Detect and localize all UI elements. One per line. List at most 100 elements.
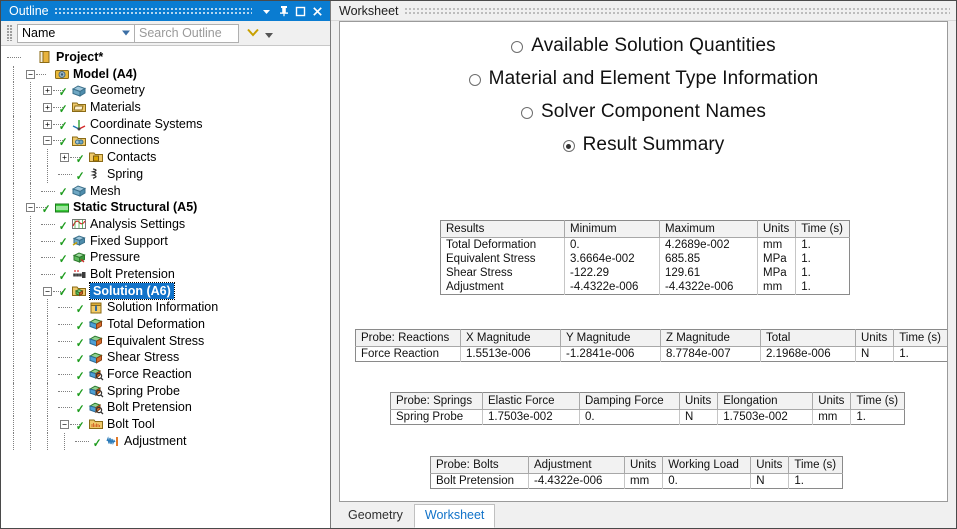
column-header: Adjustment <box>528 456 625 474</box>
tree-guide-line <box>30 99 31 116</box>
tree-item-materials[interactable]: + ✓ Materials <box>1 99 330 116</box>
table-cell: mm <box>812 409 852 425</box>
tree-guide-line <box>13 316 14 333</box>
menu-dropdown-icon[interactable] <box>258 3 275 20</box>
radio-option-material-and-element-type-information[interactable]: Material and Element Type Information <box>340 68 947 90</box>
tree-expander-spacer <box>58 349 75 366</box>
table-cell: MPa <box>757 266 797 280</box>
worksheet-title: Worksheet <box>339 3 399 18</box>
expand-icon[interactable]: + <box>43 103 52 113</box>
tree-guide-line <box>30 82 31 100</box>
tree-item-adjustment[interactable]: ✓ Adjustment <box>1 432 330 450</box>
coordinate-systems-icon <box>70 117 87 132</box>
pin-icon[interactable] <box>275 3 292 20</box>
tree-guide-line <box>64 432 65 450</box>
tree-item-project[interactable]: ✓ Project* <box>1 49 330 66</box>
table-header-row: Probe: Springs Elastic Force Damping Force… <box>390 392 905 410</box>
tree-expander-plus[interactable]: + <box>41 82 63 99</box>
tree-item-total-deformation[interactable]: ✓ Total Deformation <box>1 316 330 333</box>
tree-indent-guides <box>1 416 58 433</box>
column-header: Minimum <box>564 220 660 238</box>
toolbar-grip-icon[interactable] <box>7 25 13 41</box>
contacts-icon <box>87 150 104 165</box>
tree-item-spring[interactable]: ✓ Spring <box>1 165 330 183</box>
radio-unselected-icon[interactable] <box>511 41 524 53</box>
collapse-icon[interactable]: − <box>43 286 52 296</box>
radio-option-result-summary[interactable]: Result Summary <box>340 134 947 156</box>
tree-item-mesh[interactable]: ✓ Mesh <box>1 182 330 200</box>
tree-indent-guides <box>1 316 58 333</box>
collapse-icon[interactable]: − <box>26 203 35 213</box>
check-mark-icon: ✓ <box>58 85 68 100</box>
search-placeholder: Search Outline <box>139 26 222 40</box>
tree-indent-guides <box>1 199 24 216</box>
tree-item-solution-a6[interactable]: − ✓ Solution (A6) <box>1 281 330 301</box>
tree-item-bolt-tool[interactable]: − ✓ Bolt Tool <box>1 416 330 433</box>
tree-guide-line <box>30 399 31 417</box>
column-header: Units <box>750 456 790 474</box>
tree-item-model-a4[interactable]: −✓ Model (A4) <box>1 65 330 83</box>
tree-item-solution-information[interactable]: ✓ Solution Information <box>1 299 330 316</box>
materials-icon <box>70 100 87 115</box>
table-header-row: Probe: Reactions X Magnitude Y Magnitude Z … <box>355 329 947 347</box>
tree-item-analysis-settings[interactable]: ✓ Analysis Settings <box>1 215 330 233</box>
outline-title: Outline <box>9 4 49 18</box>
tree-item-fixed-support[interactable]: ✓ Fixed Support <box>1 232 330 250</box>
tree-item-pressure[interactable]: ✓ Pressure <box>1 249 330 266</box>
table-cell: 0. <box>564 237 660 252</box>
collapse-icon[interactable]: − <box>43 136 52 146</box>
tree-item-geometry[interactable]: + ✓ Geometry <box>1 82 330 100</box>
collapse-icon[interactable]: − <box>60 420 69 430</box>
column-header: Elastic Force <box>482 392 580 410</box>
tab-label: Geometry <box>348 508 403 522</box>
filter-field-select[interactable]: Name <box>17 23 135 43</box>
tree-expander-minus[interactable]: − <box>58 416 80 433</box>
tree-item-force-reaction[interactable]: ✓ Force Reaction <box>1 366 330 383</box>
chevron-down-small-icon[interactable] <box>265 33 273 38</box>
tree-expander-minus[interactable]: − <box>24 66 46 83</box>
tree-item-spring-probe[interactable]: ✓ Spring Probe <box>1 382 330 400</box>
radio-option-available-solution-quantities[interactable]: Available Solution Quantities <box>340 35 947 57</box>
worksheet-tabbar[interactable]: Geometry Worksheet <box>331 502 956 528</box>
tab-geometry[interactable]: Geometry <box>337 504 414 528</box>
tree-expander-plus[interactable]: + <box>41 99 63 116</box>
table-row: Force Reaction 1.5513e-006 -1.2841e-006 8.7… <box>355 346 947 362</box>
tree-item-bolt-pretension[interactable]: ✓ Bolt Pretension <box>1 265 330 283</box>
result-type-radio-group[interactable]: Available Solution Quantities Material an… <box>340 22 947 156</box>
tree-expander-minus[interactable]: − <box>41 132 63 149</box>
tree-expander-minus[interactable]: − <box>41 283 63 300</box>
tree-item-connections[interactable]: − ✓ Connections <box>1 132 330 150</box>
result-icon <box>87 317 104 332</box>
tree-expander-plus[interactable]: + <box>41 116 63 133</box>
expand-icon[interactable]: + <box>43 86 52 96</box>
table-row: Bolt Pretension -4.4322e-006 mm 0. N 1. <box>430 473 843 489</box>
tree-item-contacts[interactable]: + ✓ Contacts <box>1 149 330 166</box>
table-cell: 2.1968e-006 <box>760 346 856 362</box>
tree-item-static-structural-a5[interactable]: − ✓ Static Structural (A5) <box>1 199 330 216</box>
chevron-down-green-icon[interactable] <box>246 27 260 40</box>
search-input[interactable]: Search Outline <box>135 23 239 43</box>
tree-item-equivalent-stress[interactable]: ✓ Equivalent Stress <box>1 332 330 350</box>
tree-item-shear-stress[interactable]: ✓ Shear Stress <box>1 349 330 367</box>
outline-tree[interactable]: ✓Project*−✓Model (A4)+✓Geometry+✓Materia… <box>1 46 330 528</box>
tree-expander-spacer <box>75 433 92 450</box>
tree-expander-minus[interactable]: − <box>24 199 46 216</box>
collapse-icon[interactable]: − <box>26 69 35 79</box>
radio-unselected-icon[interactable] <box>468 74 481 86</box>
tree-item-coordinate-systems[interactable]: + ✓ Coordinate Systems <box>1 115 330 133</box>
radio-selected-icon[interactable] <box>562 140 575 152</box>
maximize-icon[interactable] <box>292 3 309 20</box>
tree-item-bolt-pretension[interactable]: ✓ Bolt Pretension <box>1 399 330 417</box>
expand-icon[interactable]: + <box>43 119 52 129</box>
check-mark-icon: ✓ <box>58 235 68 250</box>
close-icon[interactable] <box>309 3 326 20</box>
tree-expander-plus[interactable]: + <box>58 149 80 166</box>
tree-indent-guides <box>1 165 58 183</box>
tree-guide-line <box>13 65 14 83</box>
tab-worksheet[interactable]: Worksheet <box>413 504 496 528</box>
radio-unselected-icon[interactable] <box>520 107 533 119</box>
result-icon <box>87 334 104 349</box>
radio-option-solver-component-names[interactable]: Solver Component Names <box>340 101 947 123</box>
column-header: Damping Force <box>579 392 680 410</box>
expand-icon[interactable]: + <box>60 153 69 163</box>
